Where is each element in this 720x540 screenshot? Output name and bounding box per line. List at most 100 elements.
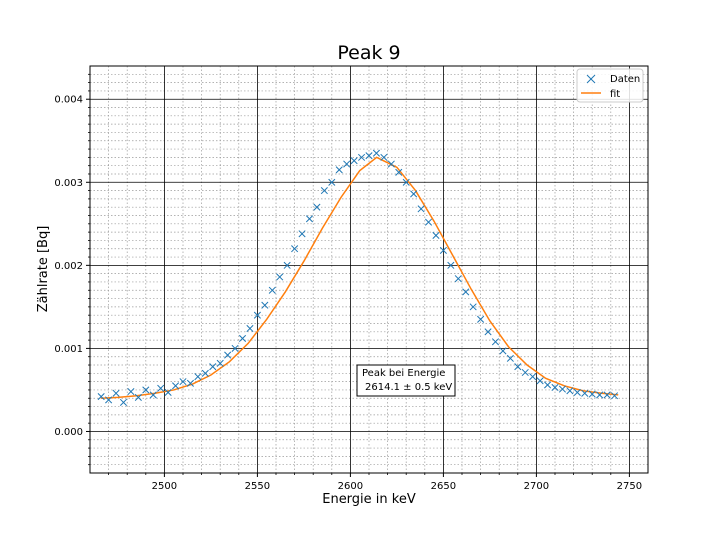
data-point: [573, 388, 581, 396]
annotation-line2: 2614.1 ± 0.5 keV: [365, 382, 452, 393]
legend: Daten fit: [576, 68, 644, 103]
x-tick-label: 2700: [524, 481, 549, 492]
data-point: [424, 218, 433, 226]
data-point: [298, 230, 306, 238]
data-point: [521, 368, 529, 377]
y-axis-label: Zählrate [Bq]: [36, 226, 51, 313]
x-tick-label: 2750: [617, 481, 642, 492]
data-point: [536, 377, 544, 385]
data-point: [231, 344, 239, 352]
data-point: [395, 168, 403, 176]
x-tick-label: 2500: [152, 481, 177, 492]
major-grid: [90, 66, 648, 473]
data-point: [328, 178, 336, 186]
data-point: [439, 246, 447, 254]
data-point: [186, 379, 194, 387]
minor-grid: [90, 66, 648, 473]
x-axis-ticks: 2500 2550 2600 2650 2700 2750: [108, 473, 642, 492]
data-point: [544, 381, 552, 389]
data-point: [276, 273, 284, 281]
data-point: [410, 190, 418, 198]
x-axis-label: Energie in keV: [322, 492, 416, 507]
y-axis-ticks: 0.000 0.001 0.002 0.003 0.004: [54, 73, 90, 466]
data-point: [469, 303, 477, 311]
data-point: [454, 275, 462, 283]
data-point: [566, 387, 574, 395]
data-point: [432, 231, 440, 239]
data-point: [127, 388, 135, 396]
data-point: [261, 301, 269, 309]
data-point: [194, 373, 202, 381]
annotation-line1: Peak bei Energie: [362, 368, 445, 379]
data-point: [506, 354, 514, 362]
data-point: [581, 389, 589, 397]
data-point: [209, 363, 217, 371]
data-point: [558, 385, 566, 393]
data-point: [610, 392, 619, 400]
data-point: [134, 393, 142, 401]
data-point: [238, 334, 247, 342]
data-point: [462, 288, 470, 296]
y-tick-label: 0.002: [54, 261, 83, 272]
data-point: [119, 398, 128, 406]
data-point: [305, 215, 314, 223]
chart-title: Peak 9: [337, 42, 400, 64]
data-point: [417, 205, 425, 213]
data-point: [246, 324, 254, 333]
data-point: [179, 378, 187, 386]
data-point: [164, 388, 172, 396]
data-point: [97, 393, 105, 401]
y-tick-label: 0.000: [54, 427, 83, 438]
data-point: [291, 245, 299, 253]
data-point: [201, 369, 209, 377]
data-point: [529, 373, 537, 381]
data-point: [142, 386, 150, 394]
data-point: [402, 178, 410, 186]
y-tick-label: 0.003: [54, 178, 83, 189]
data-point: [216, 359, 224, 367]
data-point: [253, 311, 261, 319]
annotation-box: [356, 364, 456, 397]
x-tick-label: 2600: [338, 481, 363, 492]
peak-annotation: Peak bei Energie 2614.1 ± 0.5 keV: [356, 364, 456, 397]
x-tick-label: 2550: [245, 481, 270, 492]
data-point: [603, 391, 611, 399]
data-point: [380, 153, 388, 161]
fit-line: [101, 156, 619, 399]
data-point: [283, 261, 291, 269]
data-point: [224, 351, 232, 359]
y-tick-label: 0.001: [54, 344, 83, 355]
data-point: [484, 328, 492, 336]
data-point: [320, 187, 328, 195]
data-point: [588, 390, 596, 398]
data-point: [313, 203, 321, 211]
data-point: [350, 157, 358, 165]
data-point: [149, 391, 157, 399]
data-point: [372, 149, 380, 157]
data-point: [551, 383, 559, 392]
data-point: [499, 347, 507, 355]
data-point: [477, 315, 485, 323]
data-point: [514, 363, 522, 371]
x-tick-label: 2650: [431, 481, 456, 492]
data-point: [365, 152, 373, 160]
legend-label-daten: Daten: [610, 74, 640, 85]
data-point: [172, 382, 180, 390]
data-point: [343, 160, 351, 168]
fit-layer: [101, 156, 619, 399]
data-point: [358, 153, 366, 161]
data-point: [105, 396, 113, 404]
data-point: [335, 166, 343, 174]
data-point: [268, 286, 276, 294]
legend-label-fit: fit: [610, 89, 620, 100]
scatter-layer: [97, 149, 619, 406]
data-point: [112, 389, 120, 397]
data-point: [491, 338, 500, 346]
data-point: [157, 384, 165, 392]
data-point: [596, 391, 604, 399]
data-point: [447, 261, 455, 269]
y-tick-label: 0.004: [54, 95, 83, 106]
data-point: [387, 160, 395, 168]
legend-marker-daten: [586, 74, 596, 84]
